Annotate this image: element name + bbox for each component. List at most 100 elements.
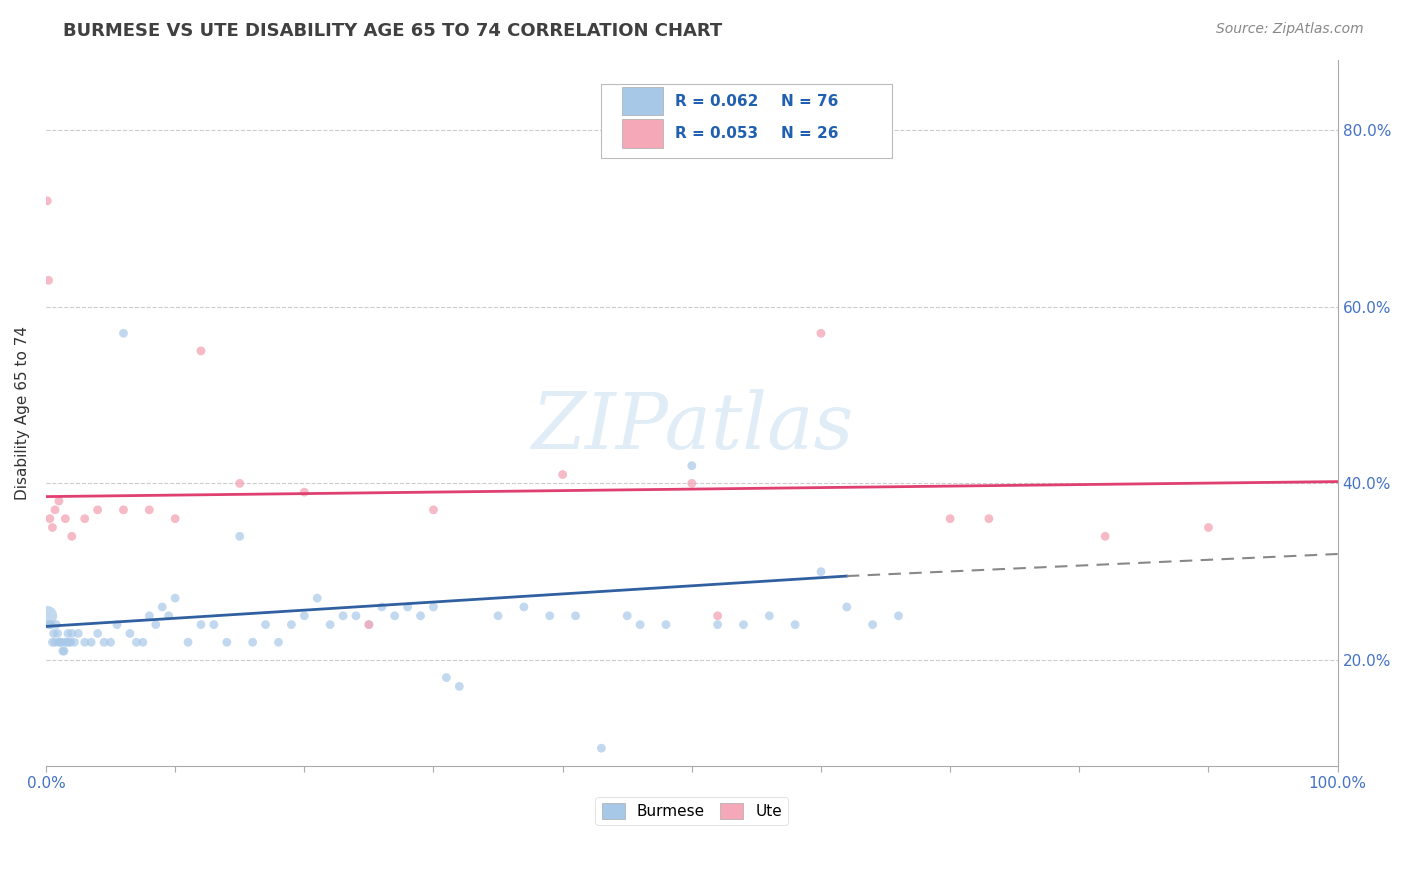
- Point: [977, 511, 1000, 525]
- Point: [51, 635, 73, 649]
- Point: [59, 635, 82, 649]
- Point: [55, 635, 77, 649]
- Point: [733, 617, 755, 632]
- Point: [706, 608, 728, 623]
- Point: [38, 617, 60, 632]
- Point: [112, 326, 135, 341]
- Point: [125, 635, 148, 649]
- Point: [228, 529, 250, 543]
- Point: [80, 635, 103, 649]
- Text: R = 0.053: R = 0.053: [675, 126, 758, 141]
- Point: [862, 617, 884, 632]
- Legend: Burmese, Ute: Burmese, Ute: [596, 797, 789, 825]
- Point: [422, 599, 444, 614]
- Point: [357, 617, 380, 632]
- Point: [319, 617, 342, 632]
- Point: [422, 503, 444, 517]
- Point: [371, 599, 394, 614]
- Point: [292, 485, 315, 500]
- Text: ZIPatlas: ZIPatlas: [530, 389, 853, 465]
- Point: [190, 343, 212, 358]
- Point: [73, 511, 96, 525]
- Point: [48, 635, 70, 649]
- Point: [810, 326, 832, 341]
- Point: [100, 635, 122, 649]
- Point: [564, 608, 586, 623]
- Point: [1094, 529, 1116, 543]
- Point: [177, 635, 200, 649]
- Point: [93, 635, 115, 649]
- Point: [53, 511, 76, 525]
- Point: [86, 503, 108, 517]
- Point: [292, 608, 315, 623]
- Point: [60, 529, 83, 543]
- Point: [513, 599, 536, 614]
- Point: [165, 511, 187, 525]
- Point: [591, 741, 613, 756]
- Point: [202, 617, 225, 632]
- Point: [887, 608, 910, 623]
- Point: [48, 494, 70, 508]
- Point: [810, 565, 832, 579]
- Point: [1198, 520, 1220, 534]
- Point: [45, 617, 67, 632]
- Point: [242, 635, 264, 649]
- Point: [449, 680, 471, 694]
- Point: [706, 617, 728, 632]
- FancyBboxPatch shape: [621, 87, 664, 115]
- Point: [56, 626, 79, 640]
- Point: [44, 635, 66, 649]
- Point: [228, 476, 250, 491]
- Point: [434, 671, 457, 685]
- Point: [332, 608, 354, 623]
- Point: [307, 591, 329, 606]
- Point: [138, 608, 160, 623]
- Point: [39, 617, 62, 632]
- Point: [384, 608, 406, 623]
- Point: [939, 511, 962, 525]
- FancyBboxPatch shape: [621, 120, 664, 147]
- Point: [58, 635, 80, 649]
- Point: [165, 591, 187, 606]
- Point: [628, 617, 651, 632]
- Point: [785, 617, 807, 632]
- Point: [41, 635, 63, 649]
- Point: [357, 617, 380, 632]
- Point: [112, 503, 135, 517]
- Point: [38, 617, 60, 632]
- Point: [67, 626, 90, 640]
- Point: [53, 644, 76, 658]
- Text: N = 26: N = 26: [780, 126, 838, 141]
- Point: [46, 626, 69, 640]
- Point: [49, 635, 72, 649]
- Point: [37, 608, 59, 623]
- Point: [486, 608, 509, 623]
- Point: [63, 635, 86, 649]
- Point: [42, 626, 65, 640]
- Point: [86, 626, 108, 640]
- Text: Source: ZipAtlas.com: Source: ZipAtlas.com: [1216, 22, 1364, 37]
- Point: [38, 273, 60, 287]
- Point: [681, 476, 703, 491]
- Point: [344, 608, 367, 623]
- Point: [37, 194, 59, 208]
- Point: [38, 511, 60, 525]
- Point: [41, 520, 63, 534]
- Point: [396, 599, 419, 614]
- FancyBboxPatch shape: [602, 85, 891, 159]
- Point: [132, 635, 155, 649]
- Point: [105, 617, 128, 632]
- Point: [835, 599, 858, 614]
- Y-axis label: Disability Age 65 to 74: Disability Age 65 to 74: [15, 326, 30, 500]
- Text: BURMESE VS UTE DISABILITY AGE 65 TO 74 CORRELATION CHART: BURMESE VS UTE DISABILITY AGE 65 TO 74 C…: [63, 22, 723, 40]
- Point: [73, 635, 96, 649]
- Point: [44, 503, 66, 517]
- Point: [145, 617, 167, 632]
- Point: [118, 626, 141, 640]
- Point: [150, 599, 173, 614]
- Point: [758, 608, 780, 623]
- Point: [157, 608, 180, 623]
- Point: [190, 617, 212, 632]
- Point: [538, 608, 561, 623]
- Text: R = 0.062: R = 0.062: [675, 94, 758, 109]
